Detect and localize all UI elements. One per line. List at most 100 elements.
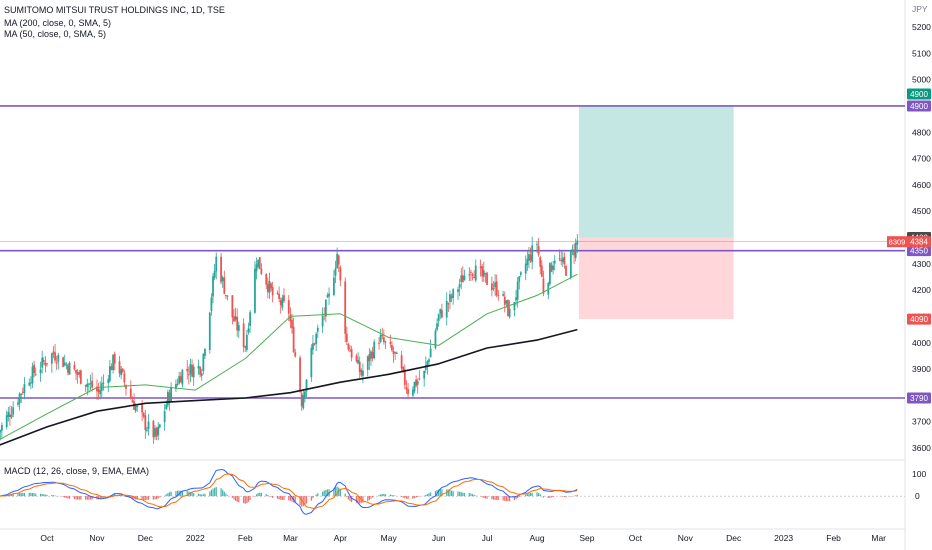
x-tick-label: 2022 — [186, 533, 205, 543]
stop-zone — [578, 237, 734, 320]
candle-body — [31, 366, 34, 384]
candle-body — [266, 284, 269, 292]
candle-body — [470, 271, 472, 273]
candle-body — [429, 348, 432, 358]
candle-body — [407, 389, 409, 395]
chart-title: SUMITOMO MITSUI TRUST HOLDINGS INC, 1D, … — [4, 5, 225, 15]
candle-body — [574, 243, 577, 258]
candle-body — [278, 293, 281, 299]
price-tag-text: 4900 — [910, 102, 928, 111]
candle-body — [542, 278, 545, 294]
candle-body — [108, 366, 111, 382]
candle-body — [310, 347, 313, 378]
candle-body — [502, 294, 505, 296]
candle-body — [52, 351, 55, 354]
candle-body — [324, 299, 327, 317]
candle-body — [210, 297, 213, 311]
candle-body — [91, 380, 94, 388]
candle-body — [529, 254, 532, 261]
candle-body — [179, 376, 182, 383]
candle-body — [484, 272, 487, 275]
candle-body — [55, 362, 58, 364]
candle-body — [7, 412, 10, 417]
candle-body — [371, 352, 374, 359]
candle-body — [223, 277, 226, 294]
candle-body — [131, 400, 134, 403]
candle-body — [528, 254, 530, 261]
y-tick-label: 4700 — [912, 154, 931, 164]
chart-grid — [0, 0, 906, 550]
candle-body — [370, 351, 372, 359]
candle-body — [231, 295, 234, 318]
candle-body — [547, 283, 550, 295]
candle-body — [349, 350, 351, 352]
candle-body — [366, 356, 369, 370]
candle-body — [558, 258, 561, 260]
currency-label: JPY — [912, 4, 928, 14]
target-zone — [578, 105, 734, 238]
candle-body — [254, 268, 256, 313]
price-tag-target: 4900 — [907, 88, 931, 100]
candle-body — [411, 389, 414, 396]
candle-body — [548, 263, 551, 285]
candle-body — [208, 312, 211, 350]
candle-body — [46, 363, 48, 365]
candle-body — [463, 275, 466, 281]
candle-body — [516, 281, 519, 300]
price-tag-box — [907, 392, 931, 404]
candle-body — [75, 370, 77, 374]
candle-body — [468, 274, 471, 276]
candle-body — [381, 335, 384, 337]
candle-body — [155, 427, 158, 437]
price-tag-stop: 4090 — [907, 313, 931, 325]
signal-line — [0, 473, 578, 509]
candle-body — [142, 412, 145, 417]
candle-body — [392, 350, 395, 355]
y-tick-label: 5000 — [912, 75, 931, 85]
candle-body — [490, 283, 493, 291]
candle-body — [226, 295, 229, 297]
candle-body — [86, 383, 89, 388]
candle-body — [268, 280, 271, 293]
candle-body — [10, 414, 13, 418]
macd-line — [0, 469, 578, 515]
ma50-legend[interactable]: MA (50, close, 0, SMA, 5) — [4, 29, 107, 39]
moving-averages — [0, 273, 578, 446]
candle-body — [50, 353, 53, 364]
candle-body — [321, 315, 324, 327]
candle-body — [233, 316, 235, 322]
y-tick-label: 5100 — [912, 48, 931, 58]
candle-body — [536, 244, 538, 246]
x-tick-label: Jul — [482, 533, 493, 543]
candle-body — [41, 357, 44, 368]
x-tick-label: Dec — [138, 533, 154, 543]
y-tick-label: 3700 — [912, 417, 931, 427]
candle-body — [378, 342, 380, 344]
candle-body — [192, 366, 195, 378]
candle-body — [199, 367, 202, 375]
candle-body — [503, 296, 506, 305]
candle-body — [165, 404, 168, 410]
candle-body — [418, 378, 421, 380]
candle-body — [434, 330, 437, 349]
candle-body — [550, 264, 553, 272]
ma200-legend[interactable]: MA (200, close, 0, SMA, 5) — [4, 18, 112, 28]
candle-body — [382, 337, 385, 342]
price-tag-text: 3790 — [910, 394, 928, 403]
macd-legend[interactable]: MACD (12, 26, close, 9, EMA, EMA) — [4, 466, 150, 476]
candle-body — [168, 392, 171, 403]
candle-body — [302, 395, 305, 409]
candle-body — [495, 281, 498, 296]
candle-body — [362, 370, 364, 376]
candle-body — [144, 415, 147, 431]
candle-body — [67, 365, 69, 373]
candle-body — [460, 275, 463, 283]
candle-body — [20, 393, 23, 395]
y-tick-label: 4800 — [912, 127, 931, 137]
candle-body — [526, 258, 529, 266]
candle-body — [492, 288, 495, 290]
candle-body — [312, 343, 314, 350]
candle-body — [328, 293, 330, 297]
macd-pane — [0, 469, 905, 515]
